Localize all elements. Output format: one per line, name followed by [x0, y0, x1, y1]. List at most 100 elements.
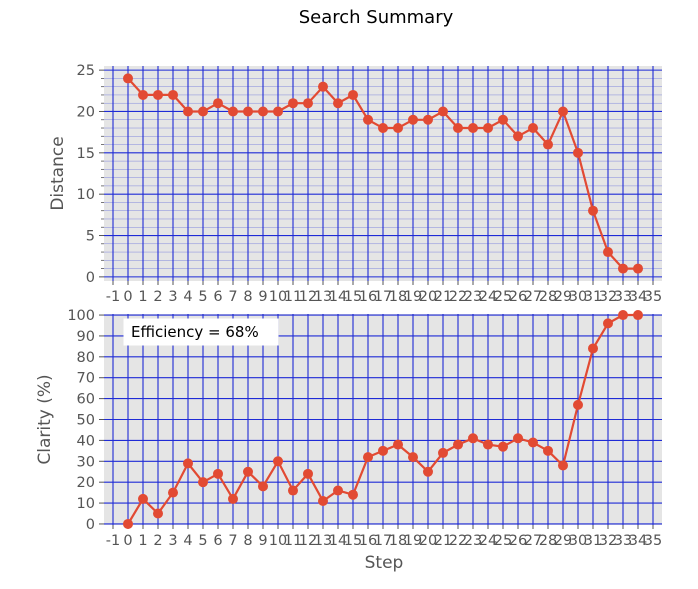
clarity-y-tick-label: 30 — [77, 454, 95, 470]
distance-data-point — [378, 123, 388, 134]
distance-data-point — [528, 123, 538, 134]
clarity-annotation-box — [123, 318, 279, 346]
clarity-x-tick-label: 14 — [329, 533, 347, 549]
distance-data-point — [213, 98, 223, 109]
clarity-y-tick-label: 50 — [77, 413, 95, 429]
clarity-y-tick-label: 10 — [77, 496, 95, 512]
distance-data-point — [168, 89, 178, 100]
distance-x-tick-label: 12 — [299, 289, 317, 305]
distance-data-point — [573, 147, 583, 158]
clarity-y-tick-label: 0 — [86, 517, 95, 533]
distance-data-point — [468, 123, 478, 134]
distance-data-point — [303, 98, 313, 109]
distance-data-point — [558, 106, 568, 117]
distance-data-point — [633, 263, 643, 274]
distance-x-tick-label: 26 — [509, 289, 527, 305]
clarity-panel: -1 0 1 2 3 4 5 6 7 8 9 1011121314151617181920212223… — [35, 308, 662, 549]
distance-x-tick-label: 22 — [449, 289, 467, 305]
clarity-x-tick-label: 9 — [258, 533, 267, 549]
clarity-x-tick-label: 31 — [584, 533, 602, 549]
distance-data-point — [483, 123, 493, 134]
distance-x-tick-label: 18 — [389, 289, 407, 305]
clarity-y-tick-label: 100 — [67, 308, 95, 324]
clarity-data-point — [378, 445, 388, 456]
distance-data-point — [513, 131, 523, 142]
distance-x-tick-label: 29 — [554, 289, 572, 305]
clarity-data-point — [408, 452, 418, 463]
distance-x-tick-label: 3 — [168, 289, 177, 305]
clarity-data-point — [513, 433, 523, 444]
distance-data-point — [318, 81, 328, 92]
distance-x-tick-label: 4 — [183, 289, 192, 305]
distance-x-tick-label: 31 — [584, 289, 602, 305]
distance-x-tick-label: 9 — [258, 289, 267, 305]
distance-x-tick-label: 2 — [153, 289, 162, 305]
clarity-data-point — [258, 481, 268, 492]
clarity-data-point — [123, 518, 133, 529]
distance-x-tick-label: 34 — [629, 289, 647, 305]
distance-y-tick-label: 20 — [77, 104, 95, 120]
distance-x-tick-label: 28 — [539, 289, 557, 305]
distance-y-tick-label: 15 — [77, 146, 95, 162]
distance-data-point — [438, 106, 448, 117]
clarity-x-tick-label: 15 — [344, 533, 362, 549]
distance-data-point — [363, 114, 373, 125]
distance-data-point — [603, 247, 613, 258]
distance-data-point — [138, 89, 148, 100]
clarity-annotation-text: Efficiency = 68% — [131, 323, 259, 341]
distance-data-point — [123, 73, 133, 84]
x-axis-label: Step — [365, 553, 404, 573]
distance-data-point — [408, 114, 418, 125]
distance-x-tick-label: 30 — [569, 289, 587, 305]
distance-x-tick-label: 14 — [329, 289, 347, 305]
distance-data-point — [198, 106, 208, 117]
distance-data-point — [153, 89, 163, 100]
clarity-x-tick-label: 1 — [138, 533, 147, 549]
clarity-x-tick-label: 5 — [198, 533, 207, 549]
clarity-x-tick-label: 27 — [524, 533, 542, 549]
clarity-data-point — [213, 468, 223, 479]
distance-y-tick-label: 25 — [77, 63, 95, 79]
clarity-data-point — [393, 439, 403, 450]
distance-x-tick-label: 8 — [243, 289, 252, 305]
distance-x-tick-label: 17 — [374, 289, 392, 305]
distance-x-tick-label: 32 — [599, 289, 617, 305]
clarity-x-tick-label: 35 — [644, 533, 662, 549]
chart-title: Search Summary — [299, 7, 454, 28]
clarity-x-tick-label: 22 — [449, 533, 467, 549]
clarity-data-point — [363, 452, 373, 463]
clarity-data-point — [453, 439, 463, 450]
distance-x-tick-label: 24 — [479, 289, 497, 305]
distance-y-axis-label: Distance — [48, 136, 68, 210]
clarity-x-tick-label: 7 — [228, 533, 237, 549]
clarity-x-tick-label: 13 — [314, 533, 332, 549]
distance-x-tick-label: 27 — [524, 289, 542, 305]
clarity-y-tick-label: 70 — [77, 371, 95, 387]
clarity-data-point — [168, 487, 178, 498]
distance-x-tick-label: -1 — [106, 289, 120, 305]
distance-x-tick-label: 1 — [138, 289, 147, 305]
distance-x-tick-label: 23 — [464, 289, 482, 305]
clarity-x-tick-label: 6 — [213, 533, 222, 549]
clarity-data-point — [183, 458, 193, 469]
distance-x-tick-label: 15 — [344, 289, 362, 305]
clarity-x-tick-label: 4 — [183, 533, 192, 549]
clarity-x-tick-label: 32 — [599, 533, 617, 549]
clarity-data-point — [498, 441, 508, 452]
distance-y-tick-label: 5 — [86, 229, 95, 245]
clarity-x-tick-label: 12 — [299, 533, 317, 549]
distance-x-tick-label: 21 — [434, 289, 452, 305]
distance-x-tick-label: 16 — [359, 289, 377, 305]
clarity-data-point — [288, 485, 298, 496]
clarity-x-tick-label: 11 — [284, 533, 302, 549]
distance-x-tick-label: 0 — [123, 289, 132, 305]
clarity-x-tick-label: 29 — [554, 533, 572, 549]
clarity-data-point — [573, 399, 583, 410]
clarity-x-tick-label: 20 — [419, 533, 437, 549]
clarity-x-tick-label: 30 — [569, 533, 587, 549]
clarity-x-tick-label: 26 — [509, 533, 527, 549]
clarity-data-point — [483, 439, 493, 450]
distance-x-tick-label: 7 — [228, 289, 237, 305]
distance-data-point — [423, 114, 433, 125]
